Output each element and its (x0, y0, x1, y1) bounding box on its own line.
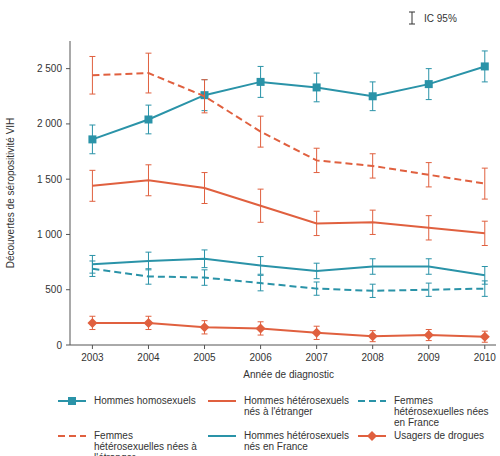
error-bar (426, 69, 432, 100)
point-marker (87, 318, 97, 328)
legend-swatch (208, 435, 236, 437)
legend-label: Hommes homosexuels (94, 395, 202, 406)
legend-label: Femmes hétérosexuelles nées en France (394, 395, 494, 428)
x-tick (316, 345, 317, 349)
x-tick (428, 345, 429, 349)
x-tick-label: 2003 (81, 352, 104, 363)
series-line (92, 180, 484, 233)
point-marker (369, 92, 377, 100)
x-tick-label: 2008 (362, 352, 385, 363)
x-tick (260, 345, 261, 349)
legend-swatch (208, 400, 236, 402)
point-marker (256, 323, 266, 333)
x-tick-label: 2004 (137, 352, 160, 363)
y-tick-label: 1 500 (37, 174, 62, 185)
x-tick-label: 2005 (193, 352, 216, 363)
chart-svg: 0 500 1 000 1 500 2 000 2 500 2003 2004 2005 2006… (0, 0, 500, 456)
legend-swatch (358, 400, 386, 402)
x-tick-label: 2009 (418, 352, 441, 363)
error-bar (258, 116, 264, 147)
x-tick (148, 345, 149, 349)
y-tick-label: 500 (45, 284, 62, 295)
ci-icon (409, 12, 415, 13)
y-tick (66, 289, 70, 290)
series-line (92, 66, 484, 139)
annotation: IC 95% (424, 13, 457, 24)
point-marker (424, 330, 434, 340)
point-marker (368, 331, 378, 341)
error-bar (370, 82, 376, 111)
series-line (92, 73, 484, 184)
point-marker (144, 115, 152, 123)
y-axis (70, 41, 71, 345)
y-tick (66, 234, 70, 235)
point-marker (88, 135, 96, 143)
point-marker (143, 318, 153, 328)
point-marker (200, 322, 210, 332)
x-tick (204, 345, 205, 349)
error-bar (145, 105, 151, 134)
chart-root: 0 500 1 000 1 500 2 000 2 500 2003 2004 2005 2006… (0, 0, 500, 456)
legend-label: Hommes hétérosexuels nés en France (244, 430, 352, 452)
y-tick (66, 123, 70, 124)
error-bar (258, 66, 264, 97)
point-marker (480, 332, 490, 342)
y-tick-label: 1 000 (37, 229, 62, 240)
legend-label: Usagers de drogues (394, 430, 494, 441)
series (88, 51, 488, 154)
series-line (92, 269, 484, 291)
y-axis-label: Découvertes de séropositivité VIH (5, 118, 16, 269)
ci-icon (409, 24, 415, 25)
x-tick-label: 2010 (474, 352, 497, 363)
legend-swatch (58, 435, 86, 437)
series (89, 165, 487, 246)
point-marker (312, 328, 322, 338)
x-tick (372, 345, 373, 349)
point-marker (257, 78, 265, 86)
series-line (92, 259, 484, 276)
plot-area (87, 51, 489, 342)
legend-label: Femmes hétérosexuelles nées à l'étranger (94, 430, 202, 456)
error-bar (89, 125, 95, 154)
error-bar (482, 51, 488, 82)
y-tick-label: 2 500 (37, 63, 62, 74)
y-tick (66, 68, 70, 69)
legend-marker (68, 397, 76, 405)
y-tick (66, 345, 70, 346)
x-axis (70, 345, 496, 346)
point-marker (481, 62, 489, 70)
x-tick (484, 345, 485, 349)
series (87, 316, 489, 342)
ci-icon (412, 12, 413, 24)
y-tick-label: 0 (56, 340, 62, 351)
series (89, 250, 487, 284)
error-bar (314, 73, 320, 102)
x-tick-label: 2006 (249, 352, 272, 363)
point-marker (425, 80, 433, 88)
legend-marker (367, 431, 377, 441)
series (89, 53, 487, 199)
x-tick (92, 345, 93, 349)
y-tick-label: 2 000 (37, 118, 62, 129)
x-axis-label: Année de diagnostic (243, 369, 334, 380)
legend-label: Hommes hétérosexuels nés à l'étranger (244, 395, 352, 417)
x-tick-label: 2007 (306, 352, 329, 363)
point-marker (313, 83, 321, 91)
y-tick (66, 179, 70, 180)
